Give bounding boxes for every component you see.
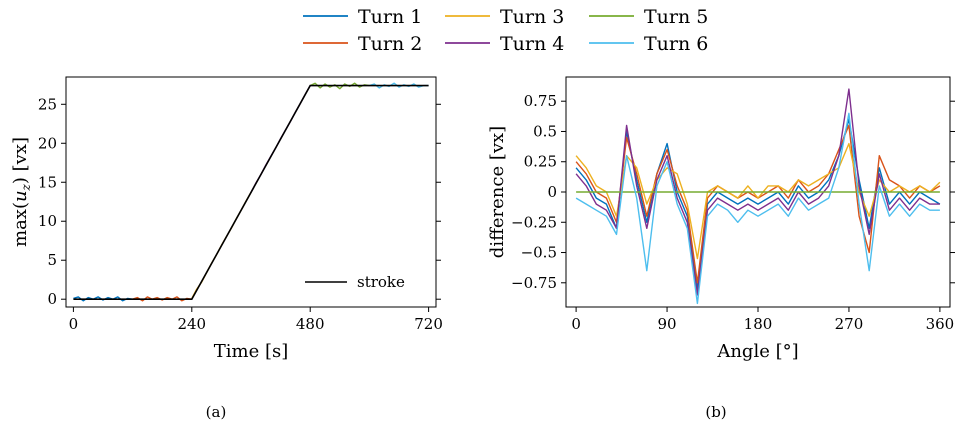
legend-label-5: Turn 5 [644,6,708,28]
panel-b-xtick-label: 180 [744,315,773,333]
panel-b-angle-chart: 0 90 180 270 360 −0.75 −0.5 −0.25 0 0.25 0.5 0.75 A… [487,76,955,421]
panel-a-time-chart: 0 240 480 720 0 5 10 15 20 25 stroke Time [s] max… [10,76,443,421]
panel-b-xlabel: Angle [°] [716,341,798,362]
panel-b-caption: (b) [705,403,726,421]
panel-b-ytick-label: −0.75 [511,274,557,292]
panel-b-series-line-3 [575,142,941,260]
panel-b-ytick-label: 0.25 [524,153,557,171]
panel-a-plot-frame [65,76,437,308]
panel-b-ytick-label: 0 [547,183,557,201]
panel-b-series-line-1 [575,118,941,290]
panel-b-xtick-label: 270 [835,315,864,333]
panel-a-stroke-line [73,84,429,301]
panel-a-ytick-label: 10 [38,212,57,230]
legend-label-6: Turn 6 [644,33,708,55]
legend-label-2: Turn 2 [358,33,422,55]
panel-b-series [575,88,941,305]
panel-a-ytick-label: 0 [47,290,57,308]
panel-b-xtick-label: 90 [658,315,677,333]
panel-a-xtick-label: 720 [414,315,443,333]
panel-b-ytick-label: 0.5 [533,122,557,140]
panel-b-ylabel: difference [vx] [487,126,508,258]
panel-a-ytick-label: 20 [38,134,57,152]
stroke-legend-label: stroke [357,273,405,291]
panel-a-series-line-5 [309,82,370,90]
legend-label-3: Turn 3 [500,6,564,28]
panel-a-xlabel: Time [s] [214,341,289,362]
panel-a-xtick-label: 0 [69,315,79,333]
panel-b-xtick-label: 0 [571,315,581,333]
panel-b-ticks: 0 90 180 270 360 −0.75 −0.5 −0.25 0 0.25 0.5 0.75 [511,92,955,333]
panel-b-ytick-label: 0.75 [524,92,557,110]
panel-b-ytick-label: −0.25 [511,213,557,231]
panel-a-ticks: 0 240 480 720 0 5 10 15 20 25 [38,95,443,333]
legend-label-1: Turn 1 [358,6,422,28]
legend-label-4: Turn 4 [500,33,564,55]
legend: Turn 1 Turn 2 Turn 3 Turn 4 Turn 5 Turn 6 [303,6,708,55]
panel-a-series [73,82,429,302]
panel-a-ylabel: max(uz) [vx] [10,137,33,247]
panel-b-series-line-6 [575,112,940,305]
panel-a-ytick-label: 5 [47,251,57,269]
panel-b-series-line-4 [575,88,940,296]
panel-a-series-line-6 [369,82,429,89]
panel-b-ytick-label: −0.5 [521,244,557,262]
panel-a-ytick-label: 25 [38,95,57,113]
panel-a-caption: (a) [206,403,227,421]
panel-a-xtick-label: 240 [177,315,206,333]
panel-b-xtick-label: 360 [926,315,955,333]
panel-a-xtick-label: 480 [296,315,325,333]
panel-a-ytick-label: 15 [38,173,57,191]
